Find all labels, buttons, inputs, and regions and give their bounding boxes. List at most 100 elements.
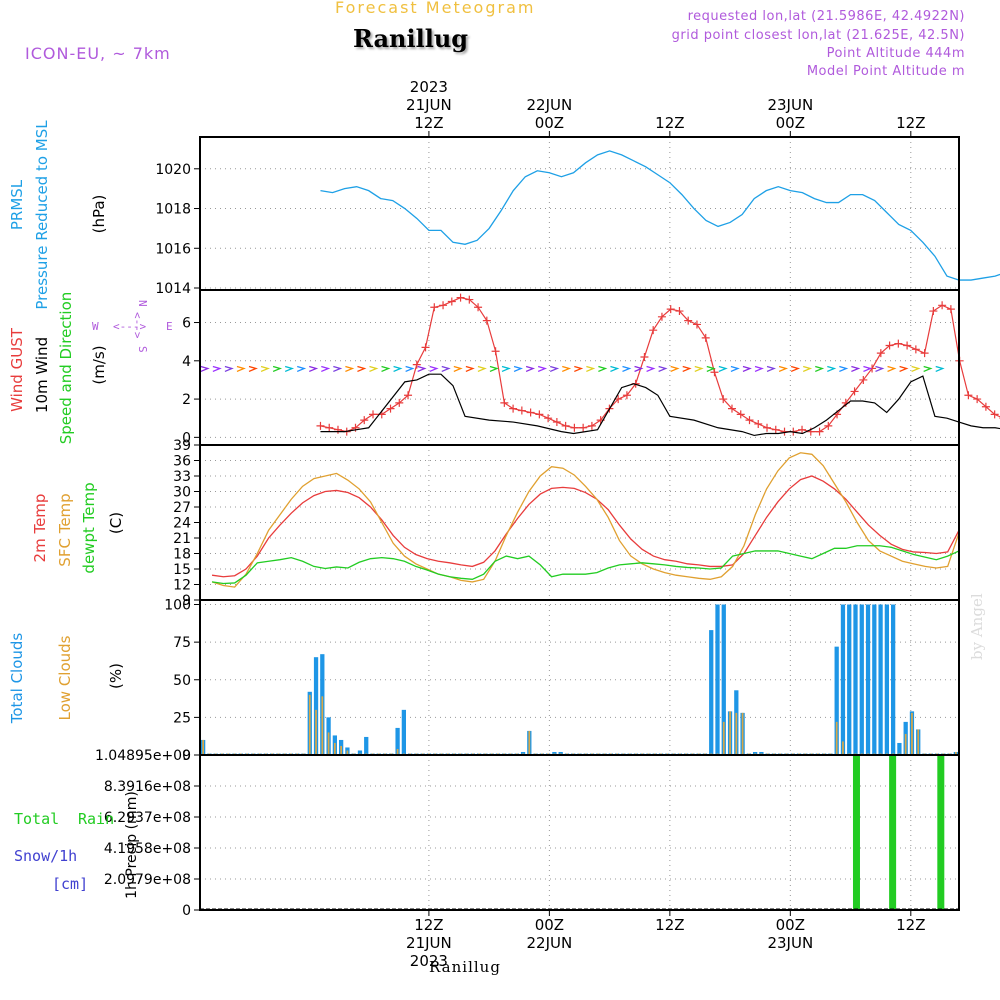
gust-marker	[482, 316, 491, 325]
top-time-label: 12Z	[896, 114, 925, 132]
wind-dir-arrow	[308, 365, 319, 373]
wind-dir-arrow	[441, 365, 451, 373]
wind-dir-arrow	[923, 365, 933, 373]
y-tick-label: 12	[173, 578, 191, 594]
wind-dir-arrow	[742, 365, 752, 373]
low-cloud-bar	[528, 730, 531, 755]
bottom-location-label: Ranillug	[429, 958, 501, 976]
bottom-time-label-line: 12Z	[414, 916, 443, 934]
compass-north: N	[136, 300, 149, 307]
location-title: Ranillug	[353, 24, 469, 53]
wind-dir-arrow	[417, 365, 427, 373]
gust-marker	[973, 395, 982, 404]
top-time-label-line: 22JUN	[527, 96, 573, 114]
y-tick-label: 1016	[155, 241, 191, 257]
gust-marker	[701, 333, 710, 342]
gust-marker	[395, 398, 404, 407]
pressure-label-2: Pressure Reduced to MSL	[33, 120, 51, 310]
wind-dir-arrow	[790, 365, 801, 373]
bottom-time-label-line: 12Z	[896, 916, 925, 934]
y-tick-label: 1014	[155, 281, 191, 297]
low-clouds-label: Low Clouds	[56, 635, 74, 720]
gust-line	[320, 297, 1000, 433]
total-cloud-bar	[357, 750, 363, 755]
gust-marker	[491, 347, 500, 356]
gust-marker	[946, 305, 955, 314]
gust-marker	[587, 421, 596, 430]
wind-dir-arrow	[296, 365, 307, 373]
total-cloud-bar	[878, 604, 883, 755]
temp2m-line	[211, 475, 960, 578]
low-cloud-bar	[321, 696, 324, 755]
precip-bar	[937, 755, 945, 910]
low-cloud-bar	[396, 748, 399, 755]
bottom-time-label-line: 12Z	[655, 916, 684, 934]
low-cloud-bar	[917, 729, 920, 755]
pressure-label-1: PRMSL	[8, 179, 26, 230]
top-time-label-line: 2023	[410, 78, 448, 96]
bottom-time-label: 12Z	[655, 916, 684, 934]
y-tick-label: 36	[173, 454, 191, 470]
low-cloud-bar	[308, 694, 311, 755]
wind-dir-arrow	[851, 365, 861, 373]
y-tick-label: 1.04895e+09	[95, 748, 191, 764]
pressure-unit: (hPa)	[90, 195, 108, 234]
wind-dir-arrow	[574, 365, 584, 373]
gust-marker	[815, 427, 824, 436]
top-time-label-line: 12Z	[414, 114, 443, 132]
gust-marker	[474, 303, 483, 312]
gust-marker	[990, 410, 999, 419]
gust-marker	[430, 303, 439, 312]
gust-marker	[500, 398, 509, 407]
gust-marker	[727, 404, 736, 413]
wind-dir-arrow	[839, 365, 849, 373]
wind-dir-arrow	[200, 365, 210, 373]
gust-marker	[894, 339, 903, 348]
wind-dir-arrow	[212, 365, 222, 373]
y-tick-label: 100	[164, 598, 191, 614]
sfctemp-line	[211, 452, 960, 588]
wind-dir-arrow	[694, 365, 704, 373]
y-tick-label: 6	[182, 316, 191, 332]
gust-marker	[570, 423, 579, 432]
wind-dir-arrow	[465, 365, 475, 373]
y-tick-label: 2.0979e+08	[104, 872, 191, 888]
y-tick-label: 75	[173, 635, 191, 651]
gust-marker	[517, 406, 526, 415]
gust-marker	[850, 387, 859, 396]
gust-marker	[675, 307, 684, 316]
y-tick-label: 0	[182, 430, 191, 446]
y-tick-label: 8.3916e+08	[104, 779, 191, 795]
total-cloud-bar	[847, 604, 852, 755]
gust-marker	[412, 360, 421, 369]
low-cloud-bar	[842, 741, 844, 755]
bottom-time-label-line: 00Z	[535, 916, 564, 934]
total-cloud-bar	[834, 646, 839, 755]
wind-dir-arrow	[586, 365, 596, 373]
gust-marker	[526, 408, 535, 417]
low-cloud-bar	[835, 721, 838, 755]
bottom-time-label-line: 00Z	[776, 916, 805, 934]
low-cloud-bar	[729, 711, 731, 755]
gust-marker	[736, 410, 745, 419]
wind-dir-arrow	[598, 365, 608, 373]
total-cloud-bar	[721, 604, 726, 755]
wind-dir-arrow	[706, 365, 716, 373]
precip-bar	[889, 755, 897, 910]
low-cloud-bar	[904, 733, 907, 755]
compass-arrow-h: <--->	[113, 320, 146, 333]
wind-dir-arrow	[875, 365, 885, 373]
wind-dir-arrow	[561, 365, 572, 373]
wind-dir-arrow	[658, 365, 668, 373]
bottom-time-label: 12Z	[896, 916, 925, 934]
wind-dir-arrow	[778, 365, 789, 373]
low-cloud-bar	[911, 712, 913, 755]
gust-marker	[719, 395, 728, 404]
wind-dir-arrow	[489, 365, 499, 373]
wind-dir-arrow	[802, 365, 813, 373]
top-time-label-line: 00Z	[776, 114, 805, 132]
gust-marker	[903, 341, 912, 350]
grid-point-coords: grid point closest lon,lat (21.625E, 42.…	[671, 28, 965, 43]
